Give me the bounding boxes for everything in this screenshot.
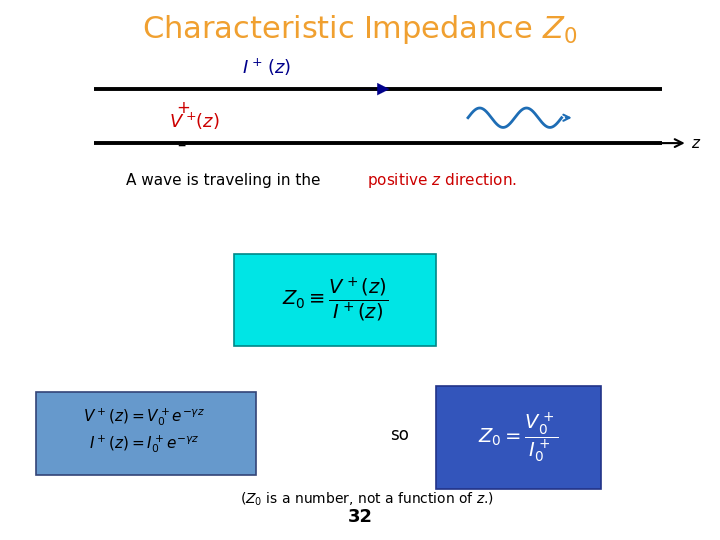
Text: $V^+\!(z)$: $V^+\!(z)$ [169, 111, 220, 132]
FancyBboxPatch shape [36, 392, 256, 475]
Text: $Z_0 \equiv \dfrac{V^+(z)}{I^+(z)}$: $Z_0 \equiv \dfrac{V^+(z)}{I^+(z)}$ [282, 275, 388, 324]
Text: positive $z$ direction.: positive $z$ direction. [367, 171, 517, 191]
FancyBboxPatch shape [436, 386, 601, 489]
Text: –: – [177, 136, 186, 154]
Text: $V^+(z) = V_0^+e^{-\gamma z}$: $V^+(z) = V_0^+e^{-\gamma z}$ [83, 407, 205, 428]
Text: ($Z_0$ is a number, not a function of $z$.): ($Z_0$ is a number, not a function of $z… [240, 491, 494, 508]
Text: $I^+(z) = I_0^+e^{-\gamma z}$: $I^+(z) = I_0^+e^{-\gamma z}$ [89, 434, 199, 455]
FancyBboxPatch shape [234, 254, 436, 346]
Text: $Z_0 = \dfrac{V_0^+}{I_0^+}$: $Z_0 = \dfrac{V_0^+}{I_0^+}$ [478, 410, 559, 464]
Text: A wave is traveling in the: A wave is traveling in the [126, 173, 320, 188]
Text: Characteristic Impedance $Z_0$: Characteristic Impedance $Z_0$ [143, 13, 577, 46]
Text: $I^+\,(z)$: $I^+\,(z)$ [242, 57, 291, 78]
Text: 32: 32 [348, 509, 372, 526]
Text: +: + [176, 99, 191, 117]
Text: so: so [390, 426, 409, 444]
Text: $z$: $z$ [691, 136, 701, 151]
